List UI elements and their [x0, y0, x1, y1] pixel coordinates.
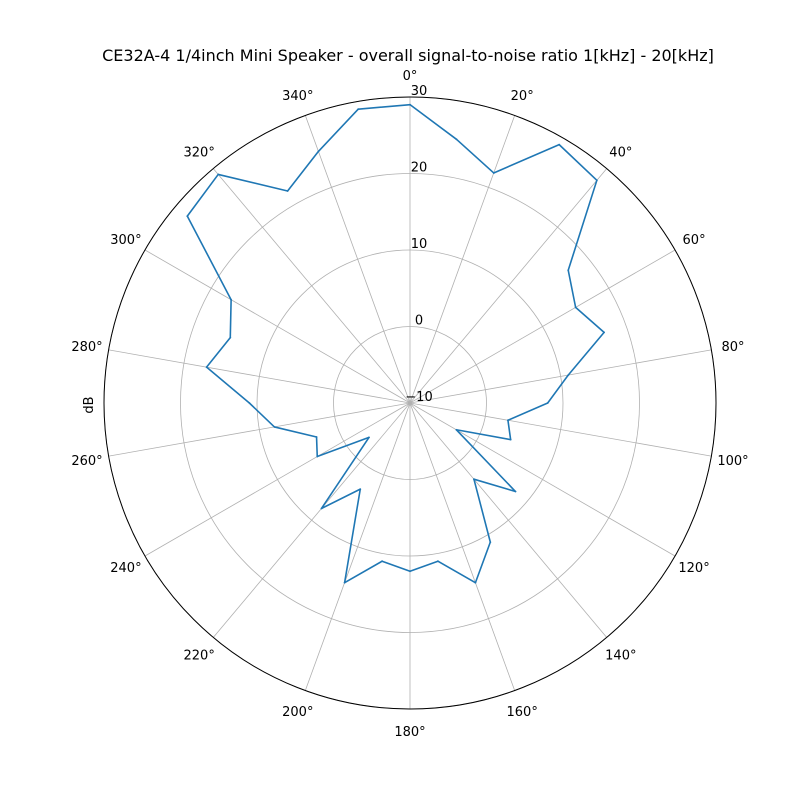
data-point [343, 581, 346, 584]
data-point [248, 402, 251, 404]
data-point [317, 150, 320, 153]
data-point [474, 581, 477, 584]
data-point [315, 436, 318, 438]
data-point [229, 336, 232, 339]
data-point [473, 478, 475, 481]
r-gridline [333, 326, 487, 480]
data-point [359, 488, 362, 491]
data-point [320, 507, 323, 510]
r-tick-label: 0 [415, 314, 423, 329]
data-point [409, 570, 411, 573]
data-point [217, 173, 220, 176]
data-point [316, 455, 319, 458]
data-point [455, 428, 458, 431]
data-point [286, 190, 289, 192]
data-point [381, 560, 383, 563]
r-tick-label: 30 [411, 84, 428, 99]
data-point [509, 438, 512, 441]
data-point [546, 402, 549, 404]
r-tick-label: 10 [411, 237, 428, 252]
data-point [489, 541, 492, 544]
theta-tick-label: 220° [184, 648, 215, 663]
chart-title: CE32A-4 1/4inch Mini Speaker - overall s… [102, 46, 714, 65]
theta-tick-label: 260° [71, 454, 102, 469]
polar-frame [103, 96, 717, 710]
series-line [186, 103, 605, 584]
data-point [368, 436, 370, 439]
data-point [603, 331, 605, 334]
series-layer [186, 103, 605, 584]
data-point [205, 366, 208, 369]
data-point [437, 560, 439, 563]
data-point [186, 215, 189, 218]
theta-tick-label: 280° [71, 340, 102, 355]
data-point [455, 138, 458, 141]
theta-tick-label: 60° [683, 233, 706, 248]
data-point [409, 103, 411, 106]
theta-tick-label: 120° [678, 561, 709, 576]
r-axis-label: dB [82, 396, 97, 413]
data-point [492, 172, 495, 174]
data-point [567, 374, 570, 376]
theta-tick-label: 140° [605, 648, 636, 663]
theta-tick-label: 80° [721, 340, 744, 355]
theta-tick-label: 180° [394, 725, 425, 740]
r-tick-label: −10 [405, 390, 432, 405]
theta-tick-label: 0° [403, 69, 418, 84]
data-point [574, 306, 577, 309]
theta-tick-label: 320° [184, 146, 215, 161]
theta-tick-label: 160° [507, 705, 538, 720]
theta-tick-label: 100° [717, 454, 748, 469]
theta-tick-label: 200° [282, 705, 313, 720]
tick-layer: 0° 20° 40° 60° 80° 100° 120° 140° 160° 180° 200° 22… [71, 69, 748, 740]
r-gridline [180, 173, 640, 633]
theta-tick-label: 20° [511, 89, 534, 104]
data-point [507, 419, 509, 422]
theta-tick-label: 340° [282, 89, 313, 104]
data-point [230, 298, 233, 301]
data-point [595, 179, 598, 182]
theta-tick-label: 40° [609, 146, 632, 161]
data-point [357, 108, 360, 111]
data-point [567, 269, 570, 272]
theta-tick-label: 300° [110, 233, 141, 248]
data-point [558, 143, 561, 146]
r-tick-label: 20 [411, 161, 428, 176]
r-gridline [256, 249, 564, 557]
data-point [514, 490, 517, 493]
theta-tick-label: 240° [110, 561, 141, 576]
data-point [273, 426, 276, 428]
